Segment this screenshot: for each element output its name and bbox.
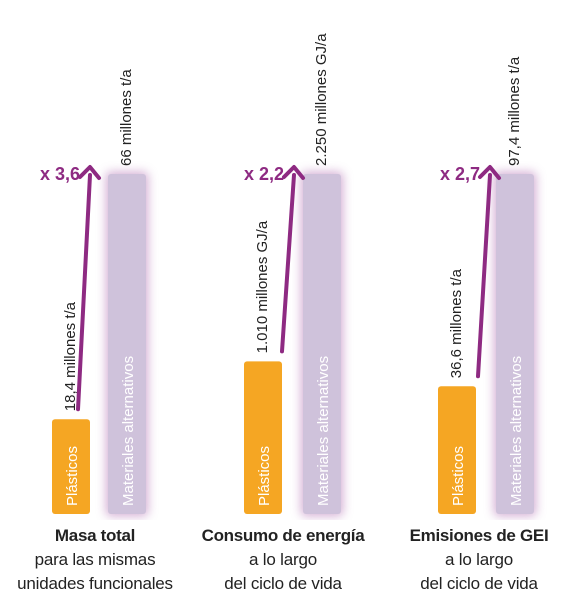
panel-title: Masa total <box>54 526 136 545</box>
panel-0: Plásticos Materiales alternativos 18,4 mil… <box>40 69 148 516</box>
multiplier-label: x 3,6 <box>40 164 80 184</box>
bar-label-plasticos: Plásticos <box>256 446 273 506</box>
value-label-materiales-alternativos: 97,4 millones t/a <box>506 56 523 166</box>
value-label-plasticos: 18,4 millones t/a <box>62 301 79 411</box>
panel-title: Consumo de energía <box>201 526 365 545</box>
multiplier-arrowhead <box>478 165 501 180</box>
panel-1: Plásticos Materiales alternativos 1.010 mi… <box>244 33 343 516</box>
caption-consumo-energia: Consumo de energía a lo largo del ciclo … <box>188 524 378 596</box>
panel-subtitle-line-1: a lo largo <box>445 550 513 569</box>
bar-label-materiales-alternativos: Materiales alternativos <box>120 356 137 506</box>
bar-label-plasticos: Plásticos <box>64 446 81 506</box>
comparison-chart: Plásticos Materiales alternativos 18,4 mil… <box>40 33 536 516</box>
panel-subtitle-line-2: del ciclo de vida <box>420 574 538 593</box>
panel-title: Emisiones de GEI <box>409 526 549 545</box>
bar-materiales-alternativos <box>303 174 341 514</box>
panel-subtitle-line-2: unidades funcionales <box>17 574 173 593</box>
bar-materiales-alternativos <box>108 174 146 514</box>
caption-emisiones-gei: Emisiones de GEI a lo largo del ciclo de… <box>384 524 574 596</box>
multiplier-arrowhead <box>282 165 305 180</box>
bar-plasticos <box>438 386 476 514</box>
multiplier-arrow <box>280 173 296 354</box>
bar-materiales-alternativos <box>496 174 534 514</box>
bar-label-materiales-alternativos: Materiales alternativos <box>315 356 332 506</box>
multiplier-arrowhead <box>78 165 101 180</box>
panel-subtitle-line-1: para las mismas <box>34 550 156 569</box>
panel-subtitle-line-2: del ciclo de vida <box>224 574 342 593</box>
panel-subtitle-line-1: a lo largo <box>249 550 317 569</box>
value-label-plasticos: 36,6 millones t/a <box>448 268 465 378</box>
value-label-materiales-alternativos: 2.250 millones GJ/a <box>313 33 330 166</box>
bar-label-materiales-alternativos: Materiales alternativos <box>508 356 525 506</box>
value-label-materiales-alternativos: 66 millones t/a <box>118 69 135 166</box>
bar-plasticos <box>244 361 282 514</box>
multiplier-label: x 2,7 <box>440 164 480 184</box>
value-label-plasticos: 1.010 millones GJ/a <box>254 220 271 353</box>
multiplier-arrow <box>476 173 492 379</box>
bar-plasticos <box>52 419 90 514</box>
caption-masa-total: Masa total para las mismas unidades func… <box>0 524 190 596</box>
multiplier-arrow <box>76 173 92 412</box>
multiplier-label: x 2,2 <box>244 164 284 184</box>
bar-label-plasticos: Plásticos <box>450 446 467 506</box>
panel-2: Plásticos Materiales alternativos 36,6 mil… <box>438 56 536 516</box>
